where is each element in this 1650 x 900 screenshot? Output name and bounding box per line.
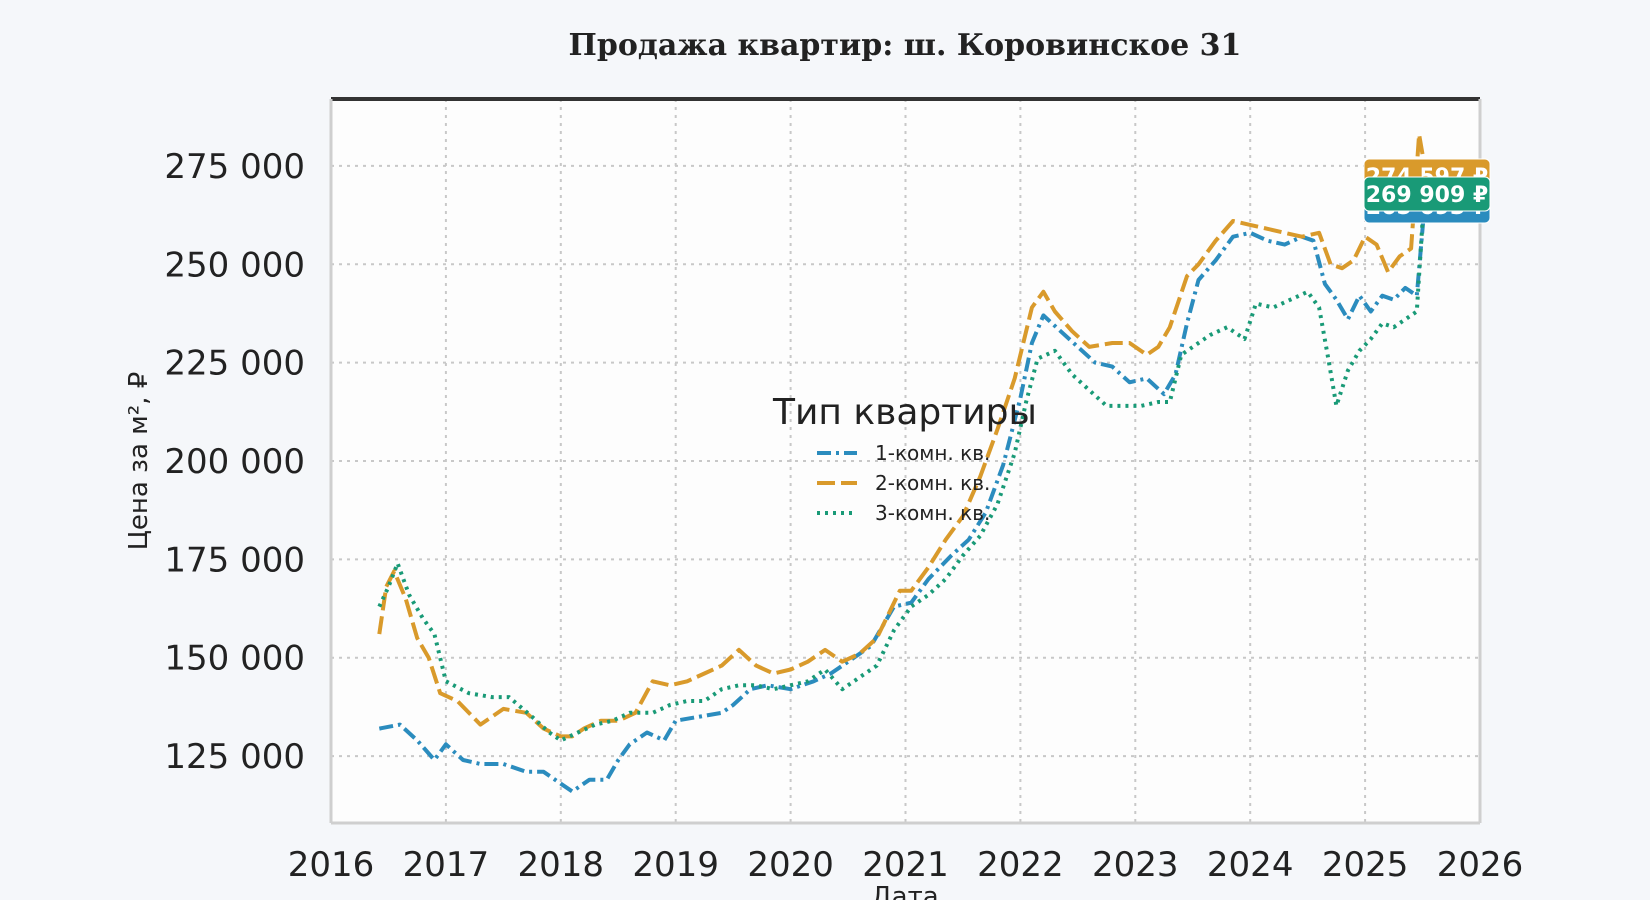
x-tick-label: 2026	[1437, 845, 1524, 885]
chart-title: Продажа квартир: ш. Коровинское 31	[569, 28, 1242, 63]
y-tick-label: 200 000	[164, 442, 305, 482]
y-axis-label: Цена за м², ₽	[124, 372, 154, 551]
x-axis-label: Дата	[871, 882, 938, 900]
x-tick-label: 2021	[862, 845, 949, 885]
x-tick-label: 2020	[747, 845, 834, 885]
y-tick-label: 275 000	[164, 147, 305, 187]
x-tick-label: 2023	[1092, 845, 1179, 885]
x-tick-label: 2019	[632, 845, 719, 885]
legend-label: 2-комн. кв.	[875, 471, 990, 495]
x-tick-label: 2017	[403, 845, 490, 885]
x-tick-label: 2025	[1322, 845, 1409, 885]
legend: Тип квартиры 1-комн. кв. 2-комн. кв. 3-ком…	[772, 392, 1037, 525]
legend-label: 3-комн. кв.	[875, 501, 990, 525]
legend-items: 1-комн. кв. 2-комн. кв. 3-комн. кв.	[817, 441, 990, 525]
x-tick-label: 2018	[518, 845, 605, 885]
tick-labels: 2016 2017 2018 2019 2020 2021 2022 2023 2024 2025…	[164, 147, 1523, 885]
y-tick-label: 125 000	[164, 737, 305, 777]
series-lines	[377, 132, 1427, 794]
y-tick-label: 250 000	[164, 245, 305, 285]
last-value-badges: 265 693 ₽274 597 ₽269 909 ₽	[1363, 158, 1491, 224]
x-tick-label: 2022	[977, 845, 1064, 885]
legend-title: Тип квартиры	[772, 392, 1037, 433]
y-tick-label: 150 000	[164, 639, 305, 679]
series-line-2	[377, 132, 1427, 739]
x-tick-label: 2024	[1207, 845, 1294, 885]
last-value-label: 269 909 ₽	[1366, 183, 1488, 208]
x-tick-label: 2016	[288, 845, 375, 885]
legend-label: 1-комн. кв.	[875, 441, 990, 465]
y-tick-label: 175 000	[164, 540, 305, 580]
last-value-badge	[1363, 176, 1491, 212]
y-tick-label: 225 000	[164, 344, 305, 384]
